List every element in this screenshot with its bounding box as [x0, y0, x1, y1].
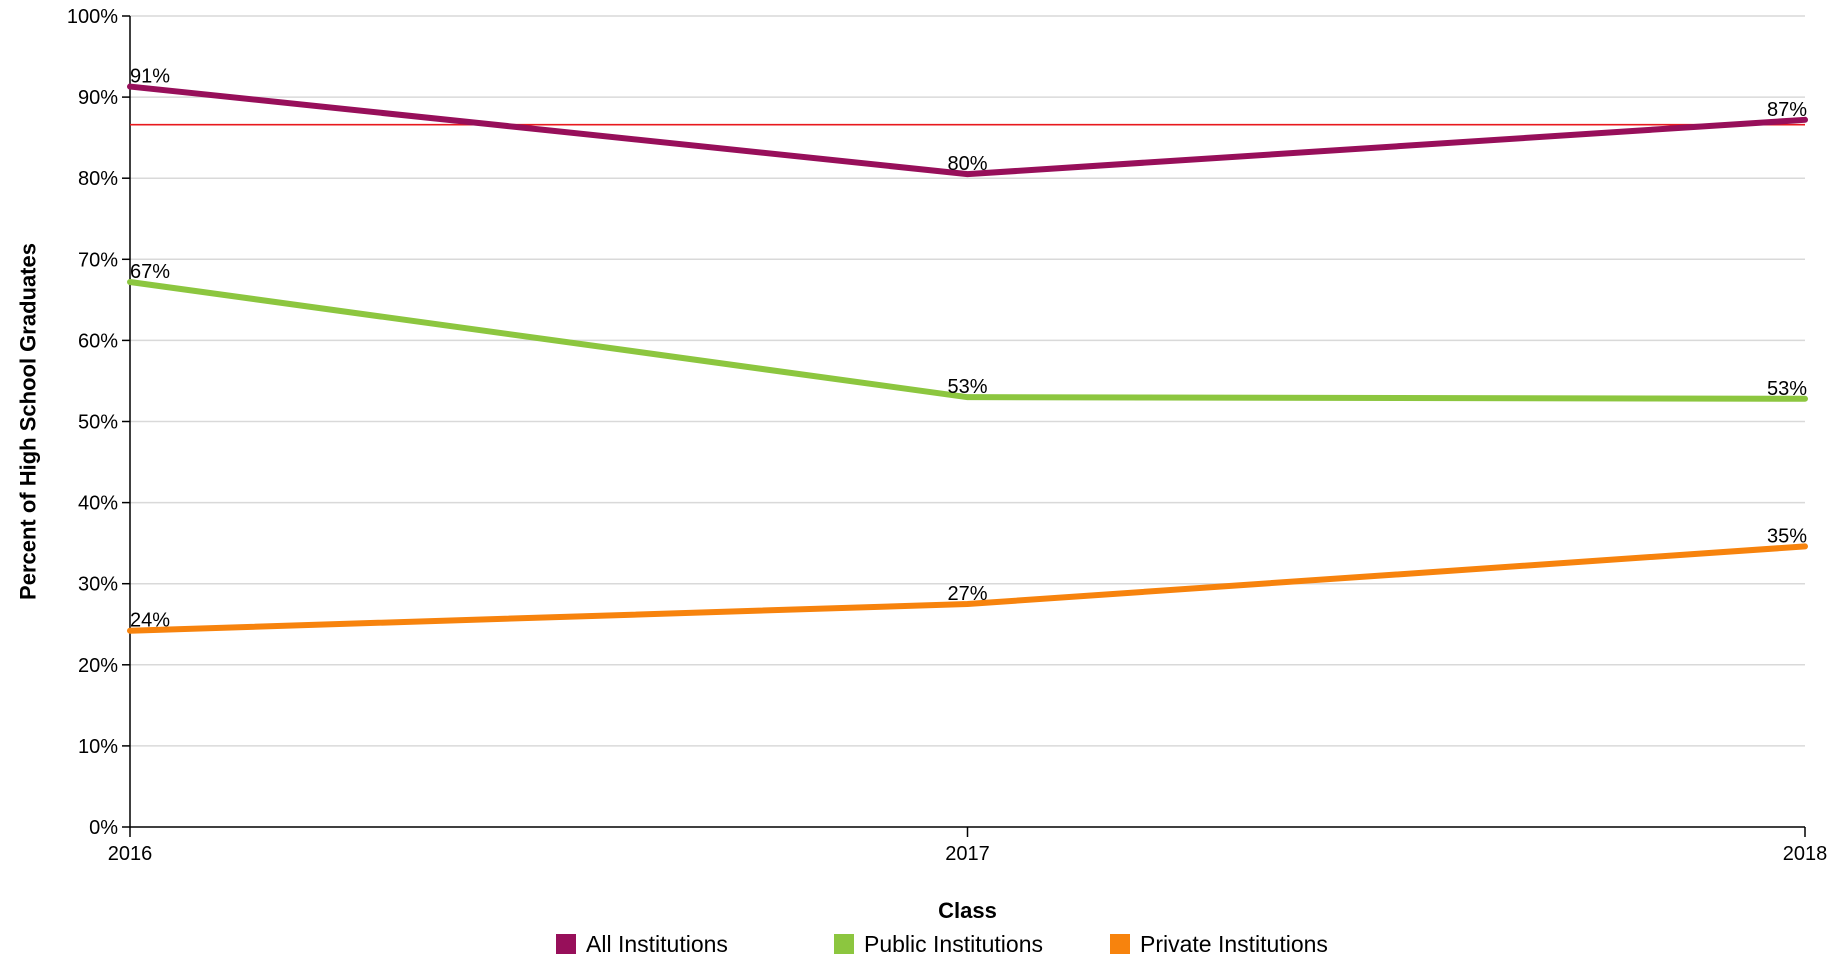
data-label: 35% — [1767, 525, 1807, 547]
y-tick-label: 80% — [78, 168, 118, 190]
data-labels: 91% 80% 87% 67% 53% 53% 24% 27% 35% — [130, 66, 1807, 632]
axes: 0% 10% 20% 30% 40% 50% 60% 70% 80% 90% 100% 2016 201… — [67, 6, 1827, 865]
y-tick-label: 60% — [78, 330, 118, 352]
x-axis-title: Class — [938, 898, 997, 923]
y-tick-label: 20% — [78, 655, 118, 677]
legend-swatch — [1110, 934, 1130, 954]
y-tick-label: 100% — [67, 6, 118, 28]
data-label: 53% — [1767, 378, 1807, 400]
data-label: 80% — [947, 153, 987, 175]
y-tick-label: 40% — [78, 493, 118, 515]
legend-swatch — [556, 934, 576, 954]
y-tick-label: 90% — [78, 87, 118, 109]
legend-label: All Institutions — [586, 931, 728, 957]
y-tick-label: 30% — [78, 574, 118, 596]
y-tick-label: 0% — [89, 817, 118, 839]
legend-swatch — [834, 934, 854, 954]
gridlines — [130, 15, 1805, 747]
y-axis-title: Percent of High School Graduates — [16, 243, 41, 600]
series-lines — [127, 83, 1808, 634]
y-tick-label: 70% — [78, 249, 118, 271]
data-label: 53% — [947, 376, 987, 398]
data-label: 91% — [130, 66, 170, 88]
y-tick-label: 50% — [78, 412, 118, 434]
legend-label: Public Institutions — [864, 931, 1043, 957]
legend: All Institutions Public Institutions Priva… — [556, 931, 1328, 957]
data-label: 67% — [130, 261, 170, 283]
x-tick-label: 2017 — [945, 843, 990, 865]
y-tick-label: 10% — [78, 736, 118, 758]
data-label: 27% — [947, 583, 987, 605]
legend-label: Private Institutions — [1140, 931, 1328, 957]
data-label: 87% — [1767, 99, 1807, 121]
x-tick-label: 2016 — [108, 843, 153, 865]
data-label: 24% — [130, 610, 170, 632]
x-tick-label: 2018 — [1783, 843, 1828, 865]
